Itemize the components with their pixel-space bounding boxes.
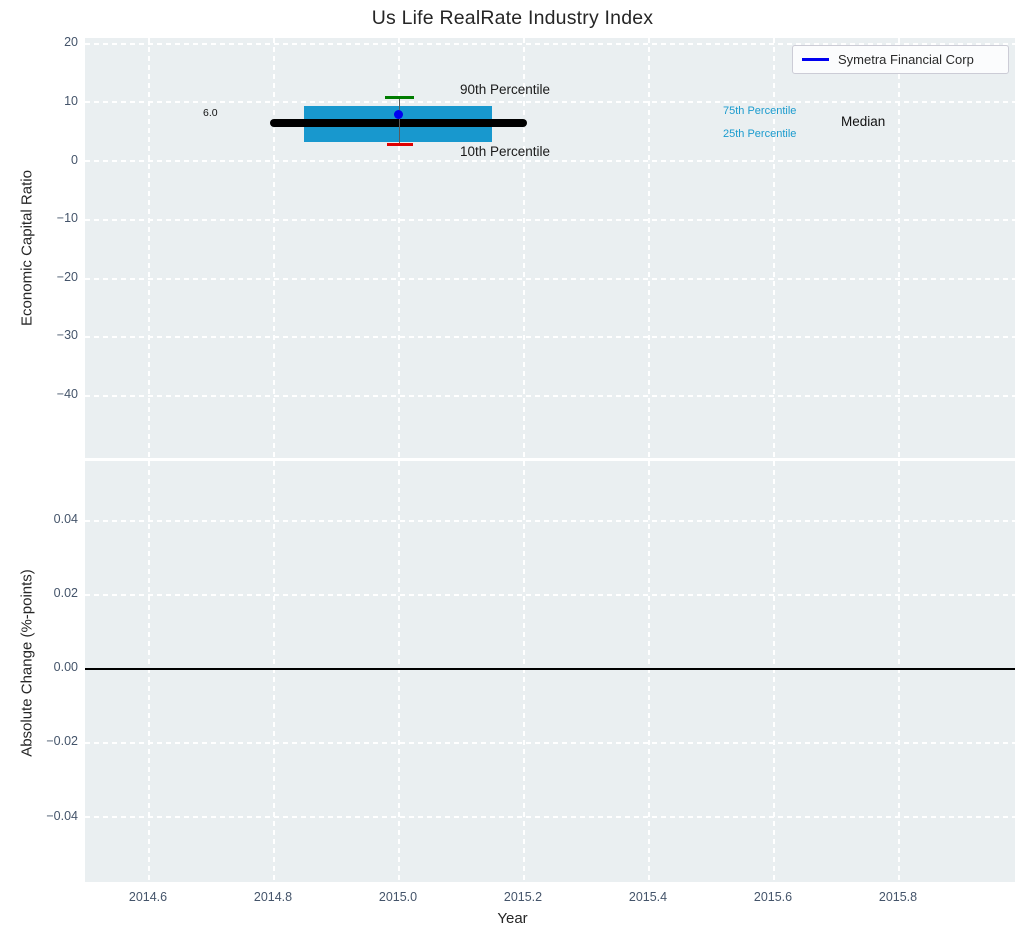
gridline bbox=[648, 461, 650, 882]
gridline bbox=[148, 461, 150, 882]
whisker-line bbox=[398, 98, 400, 145]
zero-reference-line bbox=[85, 668, 1015, 670]
gridline bbox=[523, 461, 525, 882]
p10-cap bbox=[387, 143, 413, 146]
gridline bbox=[898, 38, 900, 458]
top-subplot-area bbox=[85, 38, 1015, 458]
ytick-label: −30 bbox=[56, 328, 78, 342]
legend: Symetra Financial Corp bbox=[792, 45, 1009, 74]
gridline bbox=[398, 38, 400, 458]
ytick-label: −40 bbox=[56, 387, 78, 401]
gridline bbox=[523, 38, 525, 458]
legend-line-swatch bbox=[802, 58, 829, 61]
annotation-75th-percentile: 75th Percentile bbox=[723, 105, 797, 117]
gridline bbox=[85, 520, 1015, 522]
gridline bbox=[85, 742, 1015, 744]
gridline bbox=[85, 816, 1015, 818]
gridline bbox=[148, 38, 150, 458]
xtick-label: 2015.0 bbox=[378, 890, 418, 904]
gridline bbox=[898, 461, 900, 882]
xtick-label: 2015.2 bbox=[503, 890, 543, 904]
gridline bbox=[85, 101, 1015, 103]
company-marker-dot bbox=[393, 109, 403, 119]
gridline bbox=[85, 395, 1015, 397]
xtick-label: 2014.6 bbox=[128, 890, 168, 904]
y-axis-title-bottom: Absolute Change (%-points) bbox=[18, 569, 36, 757]
ytick-label: 0.02 bbox=[53, 586, 78, 600]
annotation-10th-percentile: 10th Percentile bbox=[460, 144, 551, 159]
gridline bbox=[273, 38, 275, 458]
ytick-label: −20 bbox=[56, 270, 78, 284]
gridline bbox=[398, 461, 400, 882]
gridline bbox=[773, 38, 775, 458]
xtick-label: 2015.6 bbox=[753, 890, 793, 904]
gridline bbox=[85, 336, 1015, 338]
ytick-label: 0 bbox=[71, 153, 78, 167]
xtick-label: 2015.4 bbox=[628, 890, 668, 904]
annotation-90th-percentile: 90th Percentile bbox=[460, 82, 551, 97]
ytick-label: −0.04 bbox=[46, 809, 78, 823]
ytick-label: 0.04 bbox=[53, 512, 78, 526]
p90-cap bbox=[385, 96, 414, 99]
ytick-label: 10 bbox=[64, 94, 78, 108]
ytick-label: 0.00 bbox=[53, 660, 78, 674]
gridline bbox=[85, 594, 1015, 596]
bottom-subplot-area bbox=[85, 461, 1015, 882]
legend-label: Symetra Financial Corp bbox=[838, 52, 974, 67]
gridline bbox=[85, 43, 1015, 45]
x-axis-title: Year bbox=[497, 910, 528, 927]
annotation-median: Median bbox=[841, 114, 886, 129]
chart-title: Us Life RealRate Industry Index bbox=[371, 7, 654, 29]
xtick-label: 2014.8 bbox=[253, 890, 293, 904]
annotation-25th-percentile: 25th Percentile bbox=[723, 128, 797, 140]
ytick-label: −10 bbox=[56, 211, 78, 225]
gridline bbox=[85, 219, 1015, 221]
xtick-label: 2015.8 bbox=[878, 890, 918, 904]
gridline bbox=[85, 278, 1015, 280]
gridline bbox=[85, 160, 1015, 162]
y-axis-title-top: Economic Capital Ratio bbox=[18, 170, 36, 326]
gridline bbox=[773, 461, 775, 882]
gridline bbox=[273, 461, 275, 882]
gridline bbox=[648, 38, 650, 458]
annotation-median-value: 6.0 bbox=[203, 107, 218, 119]
ytick-label: 20 bbox=[64, 35, 78, 49]
ytick-label: −0.02 bbox=[46, 734, 78, 748]
